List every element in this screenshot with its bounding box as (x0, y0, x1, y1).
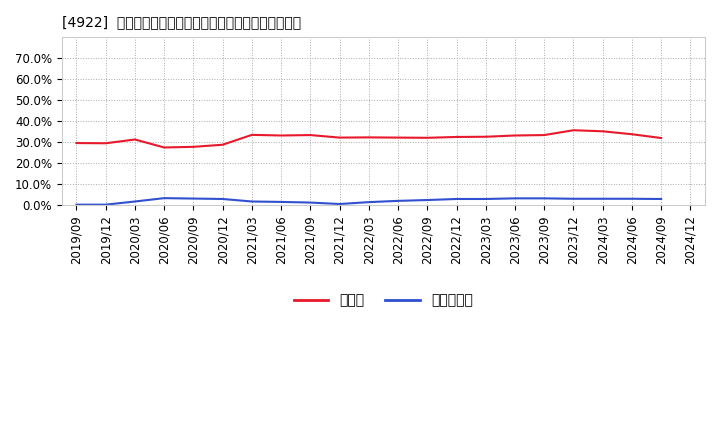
Legend: 現預金, 有利子負債: 現預金, 有利子負債 (288, 288, 479, 313)
Text: [4922]  現預金、有利子負債の総資産に対する比率の推移: [4922] 現預金、有利子負債の総資産に対する比率の推移 (62, 15, 301, 29)
